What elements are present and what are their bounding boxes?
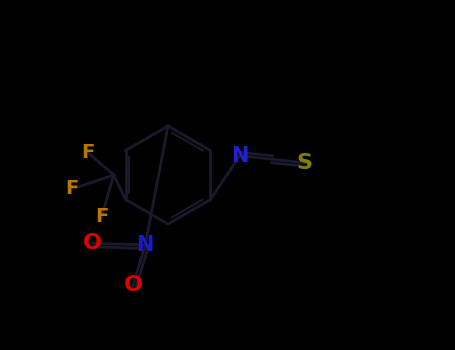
Text: N: N <box>136 235 154 255</box>
Text: S: S <box>297 153 313 173</box>
Text: F: F <box>81 143 94 162</box>
Text: N: N <box>231 146 248 166</box>
Text: F: F <box>65 180 78 198</box>
Text: O: O <box>83 233 102 253</box>
Text: F: F <box>95 208 108 226</box>
Text: O: O <box>123 275 142 295</box>
